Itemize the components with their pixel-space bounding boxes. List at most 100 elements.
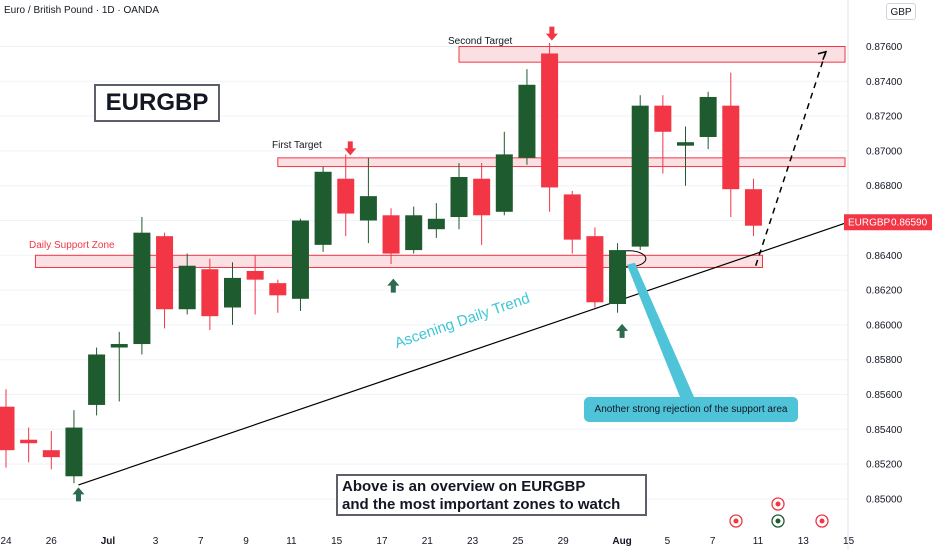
candle-body xyxy=(450,177,468,218)
candle-body xyxy=(269,283,287,296)
candle-body xyxy=(178,265,196,310)
candle-body xyxy=(291,220,309,299)
candle-body xyxy=(744,189,762,226)
y-tick-label: 0.85600 xyxy=(866,390,903,401)
y-tick-label: 0.85400 xyxy=(866,425,903,436)
x-tick-label: 13 xyxy=(798,536,810,547)
x-tick-label: 15 xyxy=(331,536,343,547)
first-target-label: First Target xyxy=(272,140,322,151)
trend-layer xyxy=(78,50,849,486)
x-tick-label: 21 xyxy=(422,536,434,547)
candle-body xyxy=(541,53,559,188)
candle-body xyxy=(65,427,83,477)
overview-line-1: Above is an overview on EURGBP xyxy=(342,478,586,495)
arrow-layer xyxy=(72,26,629,502)
down-arrow xyxy=(545,26,558,41)
y-tick-label: 0.87400 xyxy=(866,77,903,88)
ascending-trendline xyxy=(78,221,849,486)
zone-rect xyxy=(458,46,846,63)
x-tick-label: 7 xyxy=(710,536,716,547)
event-icon-dot xyxy=(733,518,739,524)
candle-body xyxy=(0,406,15,451)
candle-body xyxy=(246,270,264,280)
candle-body xyxy=(405,215,423,251)
price-tag xyxy=(844,214,932,231)
candle-body xyxy=(359,196,377,221)
x-tick-label: Aug xyxy=(612,536,631,547)
candle-body xyxy=(156,236,174,310)
candle-body xyxy=(473,178,491,216)
x-tick-label: 11 xyxy=(286,536,297,547)
event-icon-dot xyxy=(819,518,825,524)
x-tick-label: 25 xyxy=(512,536,524,547)
second-target-label: Second Target xyxy=(448,36,513,47)
candle-body xyxy=(699,96,717,137)
time-axis[interactable]: 24 26 Jul 3 7 9 11 15 17 21 23 25 29 Aug 5 7 11 13 15 xyxy=(0,536,854,547)
candle-body xyxy=(224,277,241,308)
candle-body xyxy=(88,354,106,405)
overview-line-2: and the most important zones to watch xyxy=(342,496,621,513)
candle-body xyxy=(654,105,672,132)
projection-line xyxy=(755,51,827,266)
x-tick-label: 9 xyxy=(243,536,249,547)
candle-body xyxy=(110,344,128,348)
symbol-label-box: EURGBP xyxy=(94,84,220,122)
event-icon-dot xyxy=(775,501,781,507)
x-tick-label: 7 xyxy=(198,536,204,547)
x-tick-label: 15 xyxy=(843,536,855,547)
candle-body xyxy=(314,171,332,245)
candle-body xyxy=(563,194,581,240)
y-tick-label: 0.85200 xyxy=(866,460,903,471)
pair-title: Euro / British Pound · 1D · OANDA xyxy=(4,5,160,16)
candle-body xyxy=(42,450,60,458)
candle-body xyxy=(201,269,219,317)
y-tick-label: 0.86200 xyxy=(866,286,903,297)
x-tick-label: Jul xyxy=(101,536,116,547)
projection-arrowhead xyxy=(817,50,828,60)
zone-rect xyxy=(277,157,846,168)
y-tick-label: 0.85800 xyxy=(866,355,903,366)
y-tick-label: 0.87200 xyxy=(866,112,903,123)
candle-body xyxy=(20,439,38,444)
zone-rect xyxy=(34,254,764,268)
y-tick-label: 0.87600 xyxy=(866,42,903,53)
down-arrow xyxy=(344,141,357,156)
overview-note: Above is an overview on EURGBP and the m… xyxy=(336,474,647,516)
x-tick-label: 17 xyxy=(376,536,388,547)
y-tick-label: 0.86000 xyxy=(866,320,903,331)
candle-body xyxy=(133,232,151,345)
candle-body xyxy=(427,218,445,230)
candle-body xyxy=(677,142,694,146)
price-tag-value: 0.86590 xyxy=(891,218,928,229)
y-tick-label: 0.86400 xyxy=(866,251,903,262)
rejection-callout: Another strong rejection of the support … xyxy=(584,397,798,422)
y-tick-label: 0.87000 xyxy=(866,146,903,157)
event-icons xyxy=(729,497,829,528)
chart-grid xyxy=(0,0,849,550)
candle-body xyxy=(631,105,649,247)
event-icon-dot xyxy=(775,518,781,524)
x-tick-label: 3 xyxy=(153,536,159,547)
price-tag-symbol: EURGBP xyxy=(848,218,891,229)
daily-support-label: Daily Support Zone xyxy=(29,240,115,251)
price-axis[interactable]: 0.876000.874000.872000.870000.868000.866… xyxy=(844,42,932,505)
x-tick-label: 23 xyxy=(467,536,479,547)
y-tick-label: 0.86800 xyxy=(866,181,903,192)
candle-body xyxy=(518,84,536,158)
candle-body xyxy=(495,154,513,212)
candle-layer xyxy=(0,43,762,484)
up-arrow xyxy=(616,323,629,338)
x-tick-label: 24 xyxy=(0,536,12,547)
up-arrow xyxy=(72,487,85,502)
candle-body xyxy=(586,236,604,303)
up-arrow xyxy=(387,278,400,293)
x-tick-label: 11 xyxy=(753,536,764,547)
callout-pointer xyxy=(626,262,694,397)
x-tick-label: 5 xyxy=(665,536,671,547)
x-tick-label: 26 xyxy=(46,536,58,547)
x-tick-label: 29 xyxy=(558,536,570,547)
candle-body xyxy=(382,215,400,254)
currency-button[interactable]: GBP xyxy=(886,3,916,20)
candle-body xyxy=(609,250,627,305)
